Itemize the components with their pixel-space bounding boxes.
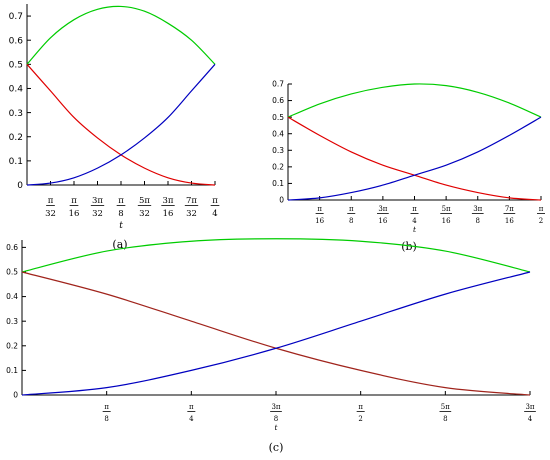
y-tick-label: 0.4 — [272, 129, 284, 138]
x-tick-numerator: π — [317, 205, 322, 213]
series-line-1 — [21, 271, 531, 396]
x-tick-denominator: 4 — [412, 217, 417, 225]
x-tick-numerator: 5π — [139, 196, 150, 206]
chart-panel-c: 0 0.1 0.2 0.3 0.4 0.5 0.6 π 8 π 4 3π 8 π 2 5π 8 3π 4 t (c) — [6, 238, 536, 454]
y-tick-label: 0.1 — [9, 157, 23, 167]
x-tick-numerator: π — [358, 403, 363, 411]
y-tick-label: 0.7 — [9, 12, 23, 22]
chart-panel-a: 0 0.1 0.2 0.3 0.4 0.5 0.6 0.7 π 32 π 16 3π 32 π 8 5π 32 3π… — [9, 4, 220, 251]
x-axis-label: t — [119, 221, 123, 231]
x-tick-denominator: 4 — [189, 415, 194, 423]
x-tick-denominator: 8 — [349, 217, 353, 225]
series-line-0 — [287, 83, 542, 118]
x-tick-numerator: π — [104, 403, 109, 411]
x-tick-numerator: 3π — [473, 205, 482, 213]
x-tick-denominator: 8 — [104, 415, 108, 423]
x-tick-numerator: π — [189, 403, 194, 411]
y-tick-label: 0 — [279, 196, 284, 205]
panel-caption: (b) — [401, 240, 417, 253]
y-tick-label: 0.4 — [6, 292, 18, 301]
x-tick-denominator: 16 — [505, 217, 514, 225]
series-line-0 — [26, 5, 216, 65]
x-tick-denominator: 8 — [274, 415, 278, 423]
series-line-2 — [21, 271, 531, 396]
y-tick-label: 0.3 — [272, 146, 284, 155]
x-tick-denominator: 16 — [163, 209, 174, 219]
x-tick-numerator: π — [539, 205, 544, 213]
y-tick-label: 0.6 — [9, 36, 24, 46]
series-line-2 — [26, 63, 216, 186]
x-tick-denominator: 32 — [45, 209, 56, 219]
x-tick-denominator: 8 — [443, 415, 447, 423]
x-tick-numerator: 3π — [163, 196, 174, 206]
y-tick-label: 0.2 — [9, 133, 23, 143]
y-tick-label: 0.1 — [6, 366, 18, 375]
x-tick-denominator: 32 — [139, 209, 150, 219]
x-tick-numerator: π — [412, 205, 417, 213]
x-tick-numerator: π — [212, 196, 218, 206]
x-tick-denominator: 16 — [315, 217, 324, 225]
x-tick-denominator: 32 — [92, 209, 103, 219]
y-tick-label: 0.5 — [272, 113, 284, 122]
y-tick-label: 0.5 — [6, 268, 18, 277]
x-axis-label: t — [413, 225, 417, 234]
x-tick-numerator: π — [71, 196, 77, 206]
chart-panel-b: 0 0.1 0.2 0.3 0.4 0.5 0.6 0.7 π 16 π 8 3π 16 π 4 5π 16 3π 8… — [272, 80, 545, 253]
x-tick-denominator: 16 — [378, 217, 387, 225]
x-tick-numerator: π — [118, 196, 124, 206]
x-tick-numerator: 5π — [442, 205, 451, 213]
x-axis-label: t — [274, 423, 278, 432]
x-tick-numerator: π — [48, 196, 54, 206]
x-tick-numerator: 3π — [92, 196, 103, 206]
x-tick-denominator: 2 — [358, 415, 362, 423]
x-tick-denominator: 16 — [69, 209, 80, 219]
series-line-1 — [287, 116, 542, 201]
x-tick-numerator: 3π — [271, 403, 280, 411]
y-tick-label: 0.6 — [272, 96, 284, 105]
panel-caption: (c) — [269, 441, 284, 454]
y-tick-label: 0.6 — [6, 243, 18, 252]
y-tick-label: 0.2 — [272, 162, 284, 171]
y-tick-label: 0.4 — [9, 85, 24, 95]
x-tick-denominator: 16 — [442, 217, 451, 225]
y-tick-label: 0 — [13, 391, 18, 400]
x-tick-numerator: 7π — [505, 205, 514, 213]
y-tick-label: 0.3 — [6, 317, 18, 326]
x-tick-numerator: π — [349, 205, 354, 213]
x-tick-numerator: 7π — [186, 196, 197, 206]
x-tick-denominator: 2 — [539, 217, 543, 225]
x-tick-denominator: 32 — [186, 209, 197, 219]
x-tick-numerator: 3π — [378, 205, 387, 213]
x-tick-denominator: 4 — [528, 415, 533, 423]
y-tick-label: 0.5 — [9, 60, 23, 70]
series-line-1 — [26, 63, 216, 186]
y-tick-label: 0.3 — [9, 109, 23, 119]
x-tick-denominator: 4 — [212, 209, 217, 219]
y-tick-label: 0.7 — [272, 80, 284, 89]
series-line-2 — [287, 116, 542, 201]
y-tick-label: 0.1 — [272, 179, 284, 188]
x-tick-numerator: 3π — [525, 403, 534, 411]
y-tick-label: 0 — [17, 181, 23, 191]
x-tick-numerator: 5π — [441, 403, 450, 411]
x-tick-denominator: 8 — [118, 209, 123, 219]
series-line-0 — [21, 238, 531, 273]
x-tick-denominator: 8 — [476, 217, 480, 225]
y-tick-label: 0.2 — [6, 341, 18, 350]
